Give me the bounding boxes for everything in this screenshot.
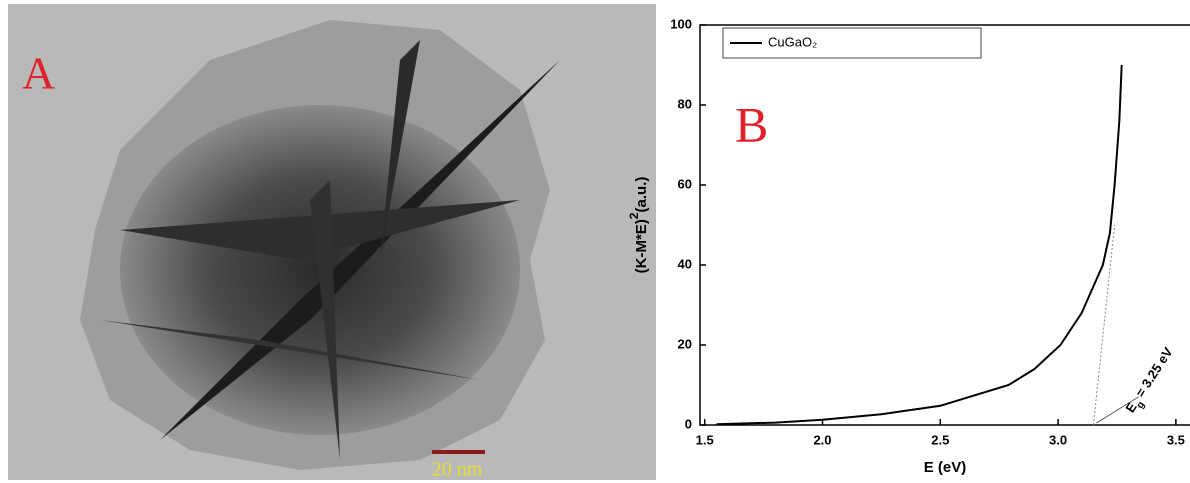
annotation-rest: = 3.25 eV	[1131, 345, 1176, 403]
annotation: Eg = 3.25 eV	[1123, 345, 1180, 418]
y-tick-label: 0	[685, 416, 692, 431]
y-tick-label: 80	[678, 96, 692, 111]
x-tick-label: 3.0	[1049, 432, 1067, 447]
y-tick-label: 100	[670, 16, 692, 31]
x-tick-label: 2.5	[931, 432, 949, 447]
panel-label: A	[22, 48, 55, 99]
tem-image	[8, 4, 656, 480]
plot-frame	[700, 25, 1190, 425]
figure: A 20 nm 0 20 40 60 80 100 1.5 2.0 2.5 3.0 3.5 CuGaO…	[0, 0, 1190, 483]
panel-label: B	[735, 96, 768, 152]
tangent-line	[1093, 225, 1114, 425]
x-tick-label: 3.5	[1167, 432, 1185, 447]
x-axis-label: E (eV)	[924, 459, 967, 476]
chart: 0 20 40 60 80 100 1.5 2.0 2.5 3.0 3.5 CuGaO₂	[670, 16, 1190, 447]
y-label-main: (K-M*E)	[633, 219, 650, 273]
data-line	[716, 65, 1121, 424]
scale-bar-label: 20 nm	[432, 459, 483, 481]
x-tick-label: 2.0	[813, 432, 831, 447]
page: {"panel_a": {"label": "A", "scale_bar_la…	[0, 0, 1190, 483]
y-tick-label: 40	[678, 256, 692, 271]
y-label-unit: (a.u.)	[633, 177, 650, 213]
y-tick-label: 60	[678, 176, 692, 191]
x-tick-label: 1.5	[696, 432, 714, 447]
legend-label: CuGaO₂	[768, 34, 817, 49]
y-tick-label: 20	[678, 336, 692, 351]
